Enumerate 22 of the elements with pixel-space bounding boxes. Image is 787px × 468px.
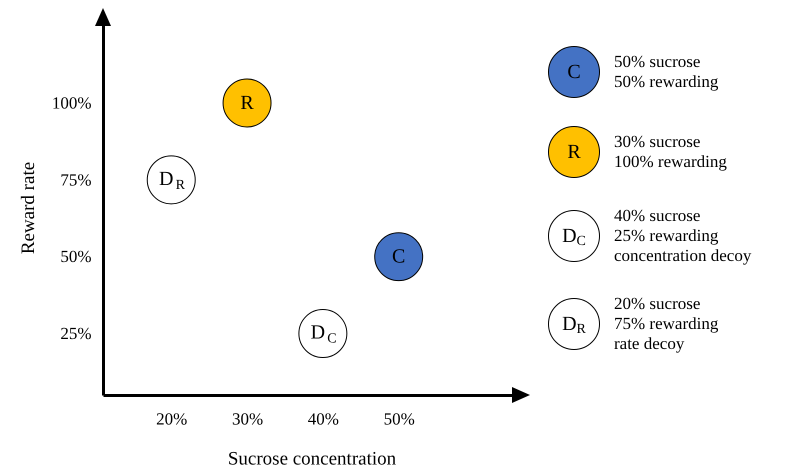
- text: C: [567, 61, 581, 83]
- text: 30% sucrose 100% rewarding: [614, 132, 727, 172]
- x-tick-label: 20%: [156, 410, 188, 428]
- text: D$_{C}$: [548, 210, 600, 262]
- x-tick-label: 40%: [308, 410, 339, 428]
- x-axis-title: Sucrose concentration: [228, 448, 397, 468]
- y-tick-label: 75%: [60, 170, 92, 190]
- y-tick-label: 25%: [60, 324, 92, 344]
- text: 40% sucrose 25% rewarding concentration decoy: [614, 206, 752, 266]
- y-tick-label: 100%: [52, 93, 92, 112]
- text: R: [567, 141, 581, 163]
- point: [374, 232, 424, 282]
- text: D$_{R}$: [548, 298, 600, 350]
- series-label: R: [240, 92, 254, 114]
- x-tick-label: 30%: [232, 410, 264, 428]
- y-tick-label: 50%: [60, 247, 92, 266]
- series-label: C: [392, 246, 406, 268]
- point: [222, 78, 272, 128]
- y-axis-title: Reward rate: [18, 162, 39, 254]
- text: 20% sucrose 75% rewarding rate decoy: [614, 294, 718, 354]
- x-tick-label: 50%: [384, 410, 415, 428]
- text: 50% sucrose 50% rewarding: [614, 52, 718, 92]
